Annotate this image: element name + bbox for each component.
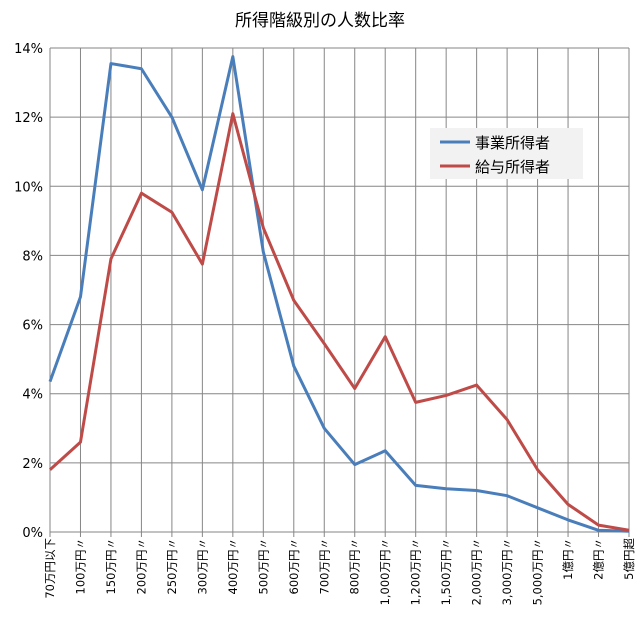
legend-box bbox=[430, 128, 583, 179]
y-tick-label: 2% bbox=[22, 457, 43, 472]
chart-title: 所得階級別の人数比率 bbox=[235, 11, 405, 31]
x-tick-label: 2,000万円〃 bbox=[470, 538, 484, 605]
x-tick-label: 1,200万円〃 bbox=[409, 538, 423, 605]
y-tick-label: 10% bbox=[14, 180, 43, 195]
x-tick-label: 800万円〃 bbox=[348, 538, 362, 594]
x-tick-label: 700万円〃 bbox=[317, 538, 331, 594]
x-tick-label: 5億円超 bbox=[622, 538, 636, 580]
legend-label: 給与所得者 bbox=[475, 158, 550, 176]
y-tick-label: 4% bbox=[22, 388, 43, 403]
x-tick-label: 2億円〃 bbox=[592, 538, 606, 580]
y-tick-label: 12% bbox=[14, 111, 43, 126]
x-tick-label: 5,000万円〃 bbox=[531, 538, 545, 605]
x-tick-label: 300万円〃 bbox=[195, 538, 209, 594]
x-tick-label: 250万円〃 bbox=[165, 538, 179, 594]
x-tick-label: 100万円〃 bbox=[73, 538, 87, 594]
x-tick-label: 70万円以下 bbox=[43, 538, 57, 599]
y-tick-label: 0% bbox=[22, 526, 43, 541]
series-line bbox=[48, 112, 630, 532]
series-line bbox=[48, 55, 630, 533]
x-tick-label: 200万円〃 bbox=[134, 538, 148, 594]
x-tick-label: 500万円〃 bbox=[256, 538, 270, 594]
x-tick-label: 400万円〃 bbox=[226, 538, 240, 594]
legend-label: 事業所得者 bbox=[475, 134, 550, 152]
y-tick-label: 14% bbox=[14, 42, 43, 57]
x-tick-label: 1億円〃 bbox=[561, 538, 575, 580]
x-tick-label: 150万円〃 bbox=[104, 538, 118, 594]
x-tick-label: 3,000万円〃 bbox=[500, 538, 514, 605]
x-tick-label: 1,000万円〃 bbox=[378, 538, 392, 605]
y-tick-label: 6% bbox=[22, 319, 43, 334]
x-tick-label: 600万円〃 bbox=[287, 538, 301, 594]
x-tick-label: 1,500万円〃 bbox=[439, 538, 453, 605]
y-tick-label: 8% bbox=[22, 249, 43, 264]
